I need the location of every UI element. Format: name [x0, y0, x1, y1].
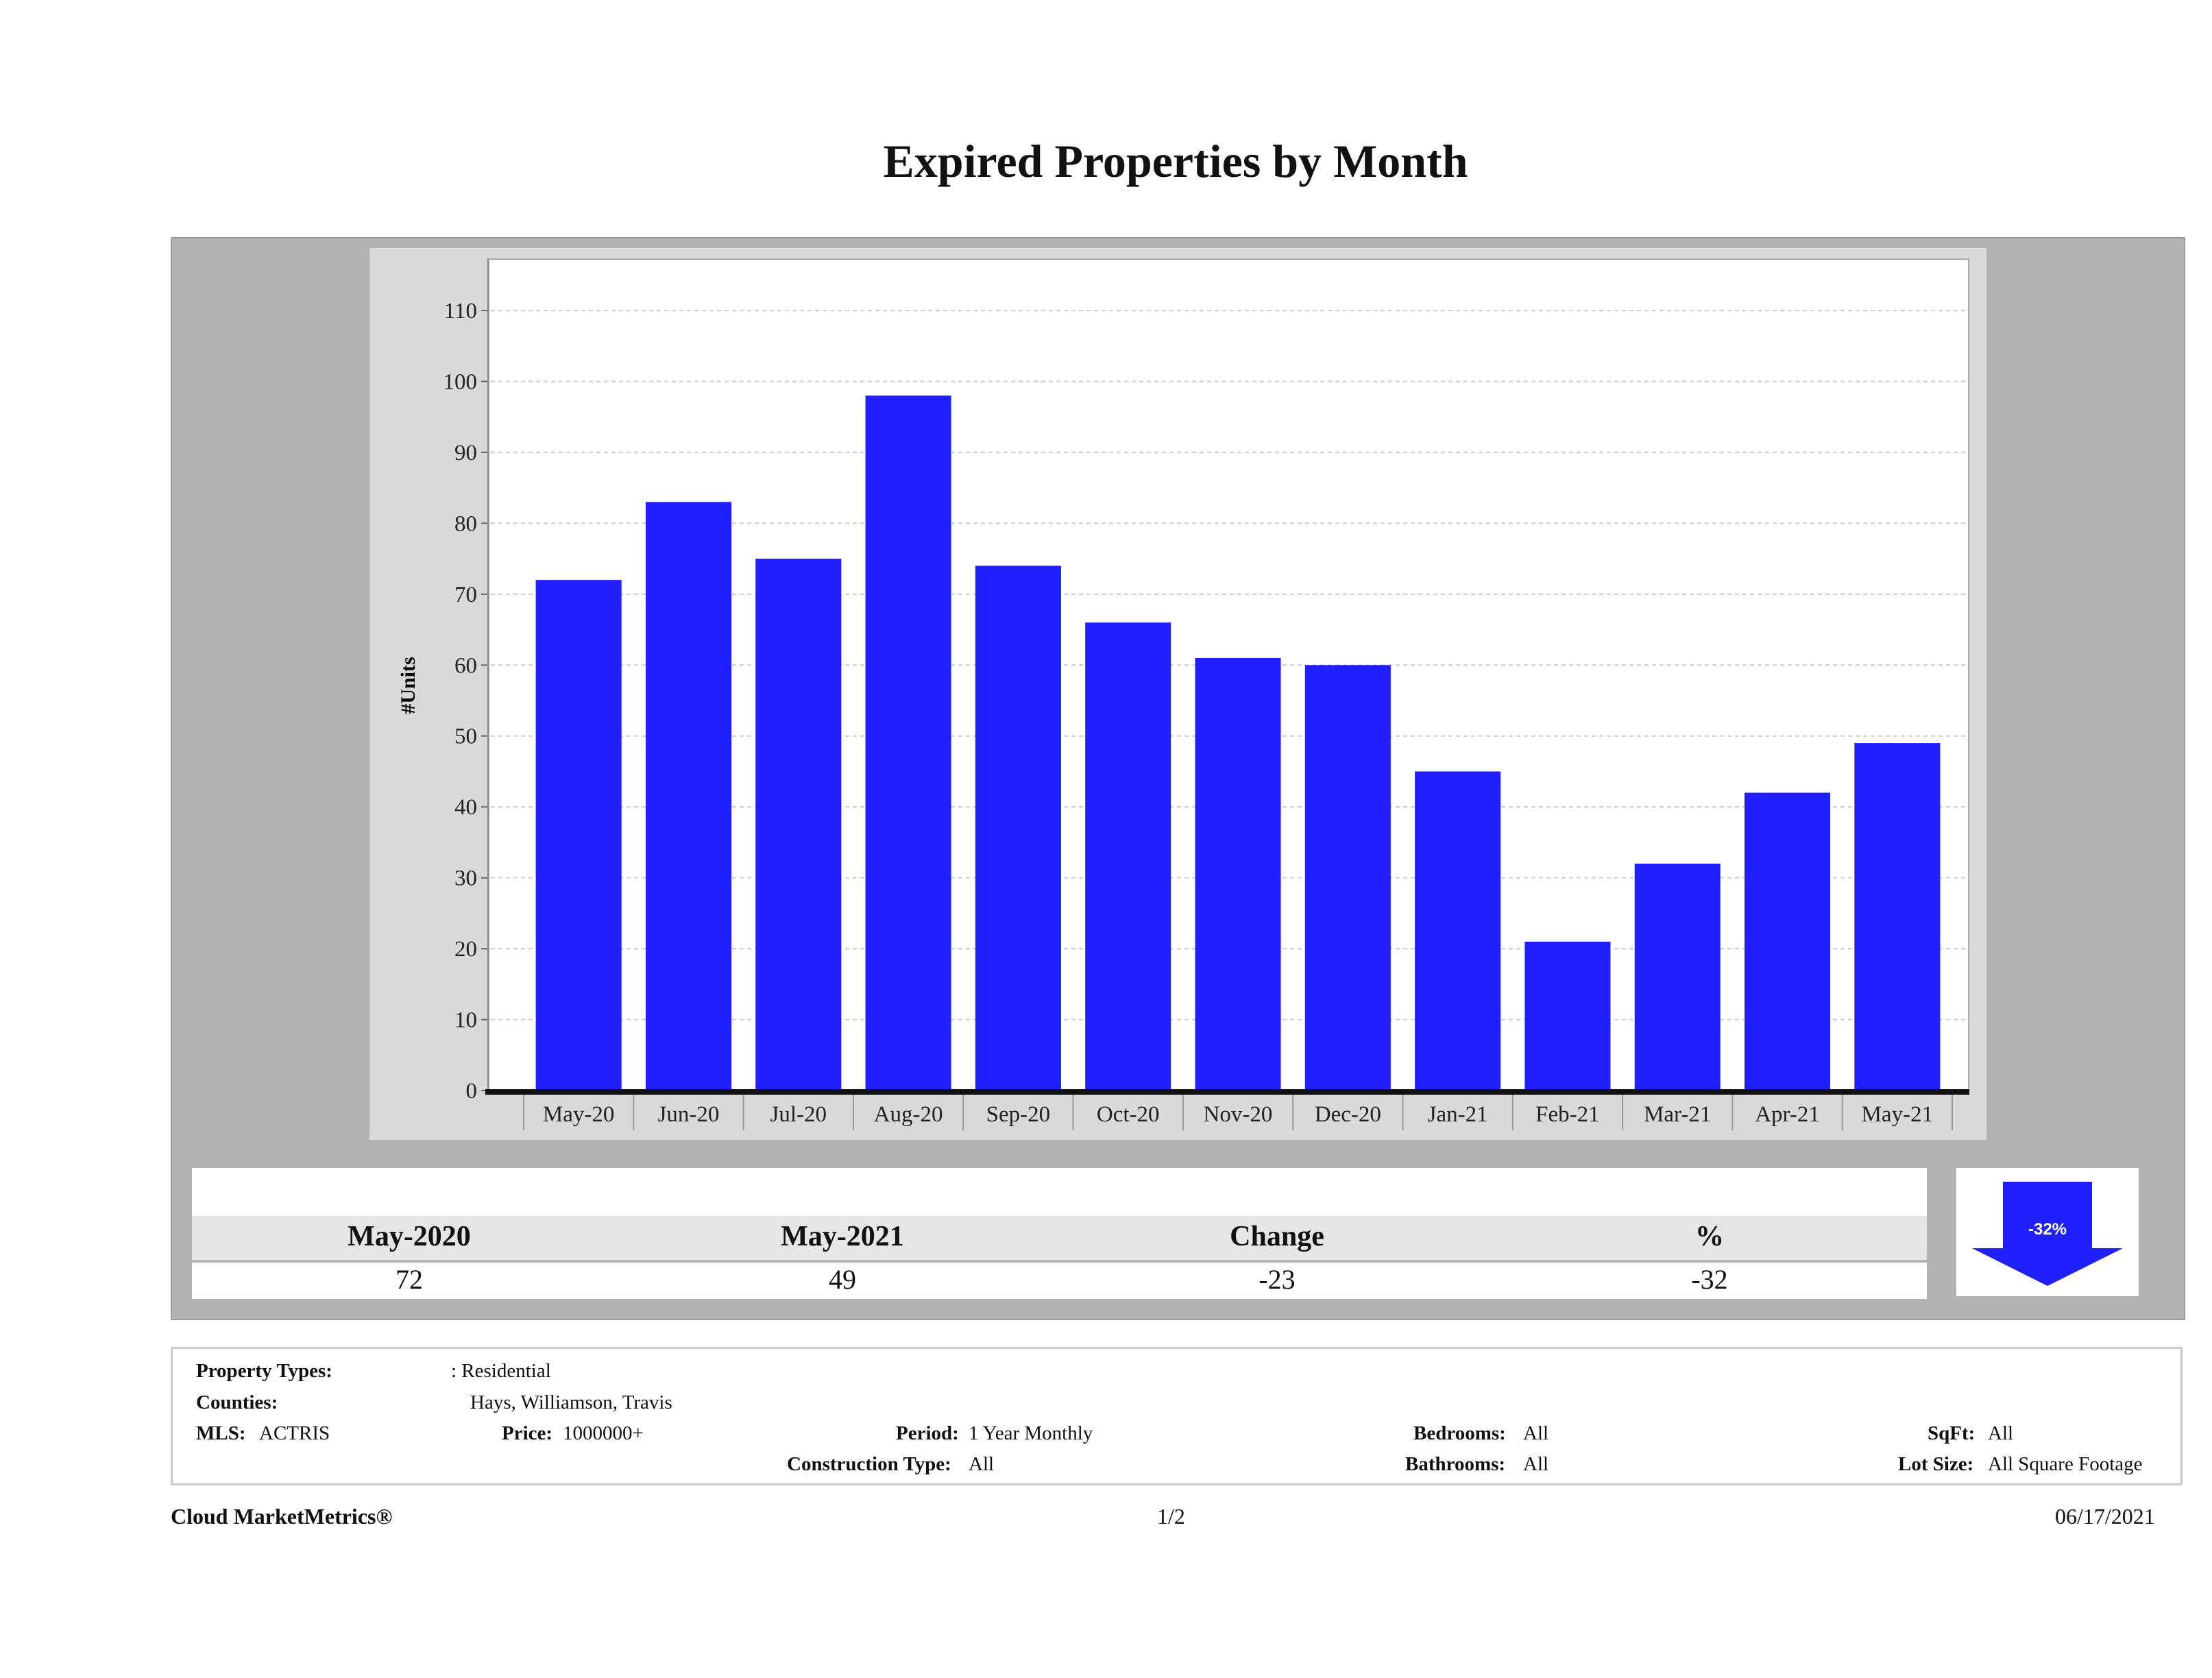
sqft-label: SqFt: [1928, 1422, 1976, 1444]
lot-size-value: All Square Footage [1988, 1453, 2143, 1475]
bar [1524, 941, 1611, 1091]
counties-label: Counties: [196, 1391, 278, 1413]
bar [1085, 622, 1171, 1091]
counties-value: Hays, Williamson, Travis [470, 1391, 672, 1413]
bar [1415, 771, 1501, 1091]
x-tick-label: Aug-20 [874, 1102, 943, 1127]
x-tick-label: Jun-20 [658, 1102, 720, 1127]
lot-size-label: Lot Size: [1898, 1453, 1974, 1475]
bedrooms-value: All [1523, 1422, 1549, 1444]
bar-chart: 0 10 20 30 40 50 60 70 80 90 100 110 May-20 Jun-20 Ju… [397, 258, 1969, 1130]
price-label: Price: [502, 1422, 553, 1444]
x-tick-label: Dec-20 [1315, 1102, 1381, 1127]
bathrooms-value: All [1523, 1453, 1549, 1475]
bar [535, 580, 622, 1091]
property-types-value: : Residential [451, 1360, 551, 1382]
mls-label: MLS: [196, 1422, 246, 1444]
sqft-value: All [1988, 1422, 2014, 1444]
y-tick-label: 20 [454, 937, 477, 962]
y-tick-label: 110 [444, 299, 477, 324]
y-tick-label: 30 [454, 866, 477, 891]
period-value: 1 Year Monthly [969, 1422, 1093, 1444]
y-tick-label: 0 [466, 1079, 478, 1104]
summary-header-end: May-2021 [781, 1221, 904, 1252]
property-types-label: Property Types: [196, 1360, 332, 1382]
trend-percent-label: -32% [2028, 1220, 2067, 1239]
x-tick-label: Oct-20 [1097, 1102, 1160, 1127]
y-tick-label: 70 [454, 583, 477, 607]
bedrooms-label: Bedrooms: [1413, 1422, 1506, 1444]
summary-blank-row [192, 1168, 1927, 1216]
y-tick-label: 50 [454, 725, 477, 749]
bar [755, 559, 842, 1091]
x-tick-label: May-20 [543, 1102, 614, 1127]
x-tick-label: May-21 [1862, 1102, 1933, 1127]
x-tick-label: Nov-20 [1204, 1102, 1273, 1127]
summary-header-row [192, 1216, 1927, 1260]
bar [1634, 863, 1721, 1091]
summary-value-change: -23 [1259, 1264, 1296, 1295]
bathrooms-label: Bathrooms: [1405, 1453, 1506, 1475]
x-tick-label: Jul-20 [770, 1102, 827, 1127]
trend-indicator: -32% [1956, 1168, 2139, 1296]
period-label: Period: [896, 1422, 959, 1444]
y-tick-label: 10 [454, 1008, 477, 1033]
bar [1745, 792, 1831, 1091]
summary-value-end: 49 [829, 1264, 856, 1295]
mls-value: ACTRIS [259, 1422, 330, 1444]
down-arrow-icon [1972, 1182, 2123, 1286]
page-number: 1/2 [1157, 1504, 1185, 1529]
x-tick-label: Sep-20 [986, 1102, 1051, 1127]
filter-info-box [171, 1347, 2183, 1485]
x-tick-label: Jan-21 [1428, 1102, 1488, 1127]
bar [865, 396, 951, 1091]
y-axis-label: #Units [397, 657, 420, 714]
summary-value-start: 72 [396, 1264, 423, 1295]
y-tick-label: 90 [454, 441, 477, 465]
report-date: 06/17/2021 [2055, 1504, 2155, 1529]
y-tick-label: 100 [443, 369, 478, 394]
x-tick-label: Mar-21 [1644, 1102, 1711, 1127]
summary-header-percent: % [1695, 1221, 1724, 1252]
summary-value-percent: -32 [1691, 1264, 1728, 1295]
bar [1195, 657, 1281, 1091]
y-tick-label: 40 [454, 795, 477, 820]
construction-type-label: Construction Type: [787, 1453, 951, 1475]
construction-type-value: All [969, 1453, 995, 1475]
chart-title: Expired Properties by Month [883, 135, 1468, 187]
summary-value-row [192, 1263, 1927, 1299]
y-tick-label: 60 [454, 653, 477, 678]
bar [1304, 665, 1391, 1091]
x-tick-label: Apr-21 [1755, 1102, 1820, 1127]
bar [1854, 743, 1941, 1091]
brand-name: Cloud MarketMetrics® [171, 1504, 393, 1529]
y-tick-label: 80 [454, 511, 477, 536]
x-tick-label: Feb-21 [1535, 1102, 1600, 1127]
price-value: 1000000+ [563, 1422, 644, 1444]
bar [975, 566, 1061, 1091]
summary-header-start: May-2020 [348, 1221, 471, 1252]
summary-header-change: Change [1230, 1221, 1324, 1252]
bar [645, 502, 731, 1091]
